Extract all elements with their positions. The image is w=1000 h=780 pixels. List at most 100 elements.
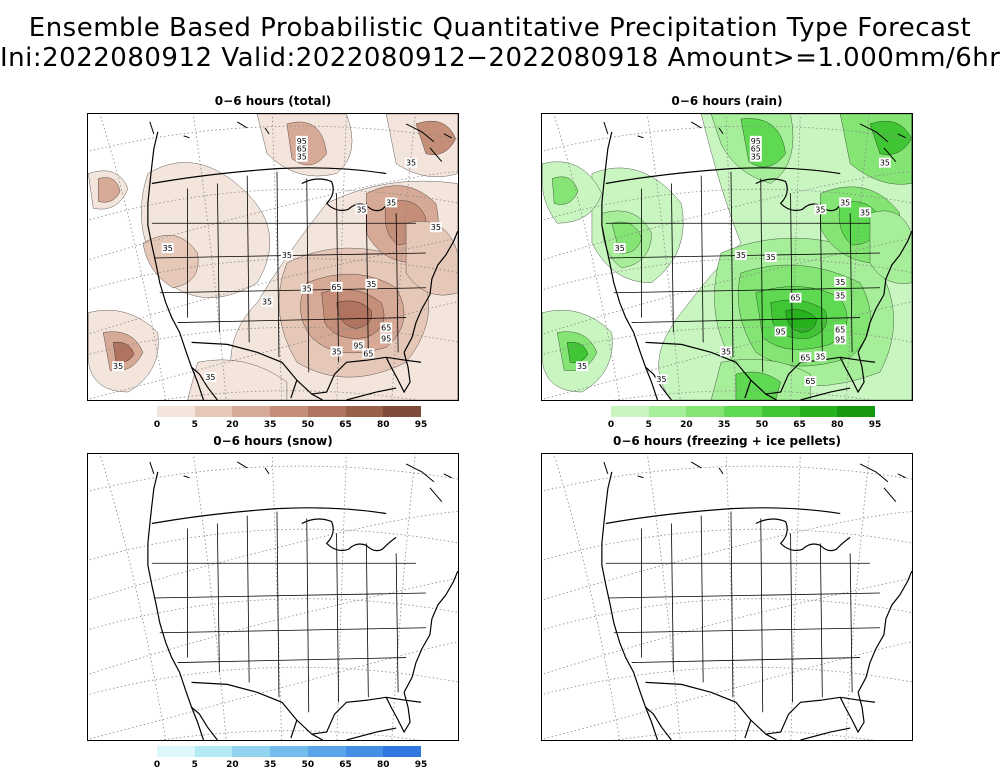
graticule-line (646, 454, 681, 740)
legend-level-label: 35 (263, 420, 277, 430)
coastline (405, 463, 435, 483)
svg-text:95: 95 (776, 327, 786, 336)
contour-label: 35 (355, 204, 368, 214)
contour-label: 35 (834, 290, 847, 301)
coastline (601, 131, 659, 400)
state-border (153, 592, 426, 599)
svg-text:65: 65 (332, 283, 342, 292)
legend-level-label: 5 (191, 760, 198, 770)
state-border (216, 523, 220, 673)
state-border (790, 533, 793, 703)
graticule-line (192, 454, 227, 740)
legend-swatch (194, 746, 233, 757)
coastline (718, 467, 724, 475)
svg-text:95: 95 (751, 137, 761, 146)
state-border (395, 553, 399, 693)
svg-text:95: 95 (835, 335, 845, 344)
map-panel-snow (87, 453, 459, 741)
svg-text:35: 35 (835, 278, 845, 287)
graticule-line (542, 171, 912, 261)
graticule-line (845, 454, 870, 740)
contour-label: 35 (204, 372, 217, 382)
coastline (405, 123, 435, 143)
legend-level-label: 95 (868, 420, 882, 430)
svg-text:65: 65 (297, 145, 307, 154)
state-border (159, 287, 426, 294)
legend-swatch (194, 406, 233, 417)
svg-text:95: 95 (297, 137, 307, 146)
legend-swatch (383, 406, 422, 417)
contour-label: 35 (385, 197, 398, 207)
graticule-line (88, 641, 458, 740)
legend-swatch (345, 406, 384, 417)
graticule-line (88, 258, 458, 291)
coastline (690, 461, 702, 469)
map-panel-rain: 95 65 35 35 35 35 35 35 35 35 65 35 95 65 95 35 65 35 35 35… (541, 113, 913, 401)
map-panel-freezing (541, 453, 913, 741)
graticule-line (553, 454, 621, 740)
graticule-line (159, 730, 421, 740)
coastline (264, 467, 270, 475)
legend-rain-bar (611, 406, 876, 417)
state-border (700, 175, 704, 343)
coastline (151, 167, 387, 185)
coastline (151, 507, 387, 525)
svg-text:95: 95 (381, 334, 391, 343)
graticule-line (391, 454, 416, 740)
coastline (236, 121, 248, 129)
legend-total-labels: 0 5 20 35 50 65 80 95 (153, 420, 427, 432)
legend-level-label: 20 (680, 420, 693, 430)
contour-label: 35 (576, 361, 588, 371)
legend-level-label: 0 (607, 420, 615, 430)
svg-text:35: 35 (163, 244, 173, 253)
panel-title-freezing: 0−6 hours (freezing + ice pellets) (612, 434, 842, 448)
graticule-line (192, 114, 227, 400)
legend-level-label: 5 (191, 420, 198, 430)
contour-label: 35 (814, 204, 827, 214)
graticule-line (88, 666, 458, 696)
graticule-line (99, 454, 167, 740)
legend-level-label: 80 (831, 420, 844, 430)
probability-area (415, 120, 456, 155)
coastline (755, 178, 851, 212)
legend-swatch (761, 406, 800, 417)
coastline (443, 133, 452, 139)
graticule-line (845, 114, 870, 400)
state-border (246, 515, 250, 683)
coastline (264, 127, 270, 135)
contour-label: 65 (799, 352, 812, 362)
graticule-line (542, 465, 912, 492)
state-border (276, 171, 280, 358)
legend-total-bar (157, 406, 422, 417)
state-border (819, 203, 823, 358)
svg-text:35: 35 (835, 292, 845, 301)
legend-level-label: 20 (226, 760, 239, 770)
graticule-line (88, 528, 458, 561)
coastline (857, 230, 912, 353)
coastline (346, 727, 397, 740)
contour-label: 65 (789, 292, 802, 303)
coastline (857, 570, 912, 693)
coastline (897, 133, 906, 139)
contour-label: 35 (814, 351, 827, 361)
graticule-line (725, 454, 736, 740)
graticule-line (271, 454, 282, 740)
svg-text:35: 35 (262, 298, 272, 307)
graticule-line (542, 511, 912, 601)
contour-label: 35 (429, 222, 442, 232)
coastline (883, 487, 897, 502)
legend-level-label: 65 (339, 760, 352, 770)
svg-text:95: 95 (353, 341, 363, 350)
panel-title-snow: 0−6 hours (snow) (213, 434, 333, 448)
svg-text:35: 35 (356, 205, 366, 214)
legend-level-label: 35 (263, 760, 277, 770)
svg-text:65: 65 (381, 323, 391, 332)
legend-swatch (307, 746, 346, 757)
graticule-line (790, 454, 801, 740)
coastline (690, 121, 702, 129)
coastline (645, 706, 672, 740)
probability-area (336, 300, 372, 329)
coastline (191, 706, 218, 740)
graticule-line (88, 577, 458, 675)
legend-level-label: 0 (153, 420, 161, 430)
